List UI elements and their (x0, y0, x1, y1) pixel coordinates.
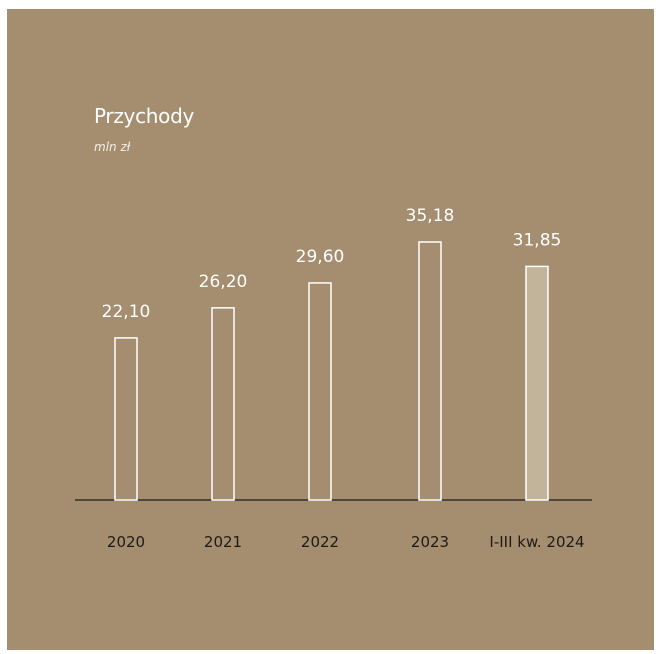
x-tick-label: I-III kw. 2024 (489, 533, 584, 551)
value-label: 35,18 (406, 206, 455, 226)
value-labels-group: 22,10 26,20 29,60 35,18 31,85 (102, 206, 562, 322)
bar-2021 (211, 307, 235, 501)
x-tick-label: 2020 (107, 533, 145, 551)
x-tick-label: 2023 (411, 533, 449, 551)
bar-2023 (418, 241, 442, 501)
x-tick-label: 2021 (204, 533, 242, 551)
bar-i-iii-kw-2024 (525, 265, 549, 501)
chart-unit: mln zł (94, 140, 131, 154)
bar-2022 (308, 282, 332, 501)
tick-labels-group: 2020 2021 2022 2023 I-III kw. 2024 (107, 533, 585, 551)
bars-group (114, 241, 549, 501)
x-tick-label: 2022 (301, 533, 339, 551)
value-label: 26,20 (199, 272, 248, 292)
bar-2020 (114, 337, 138, 501)
chart-title: Przychody (94, 104, 195, 128)
value-label: 22,10 (102, 302, 151, 322)
value-label: 31,85 (513, 230, 562, 250)
value-label: 29,60 (296, 247, 345, 267)
